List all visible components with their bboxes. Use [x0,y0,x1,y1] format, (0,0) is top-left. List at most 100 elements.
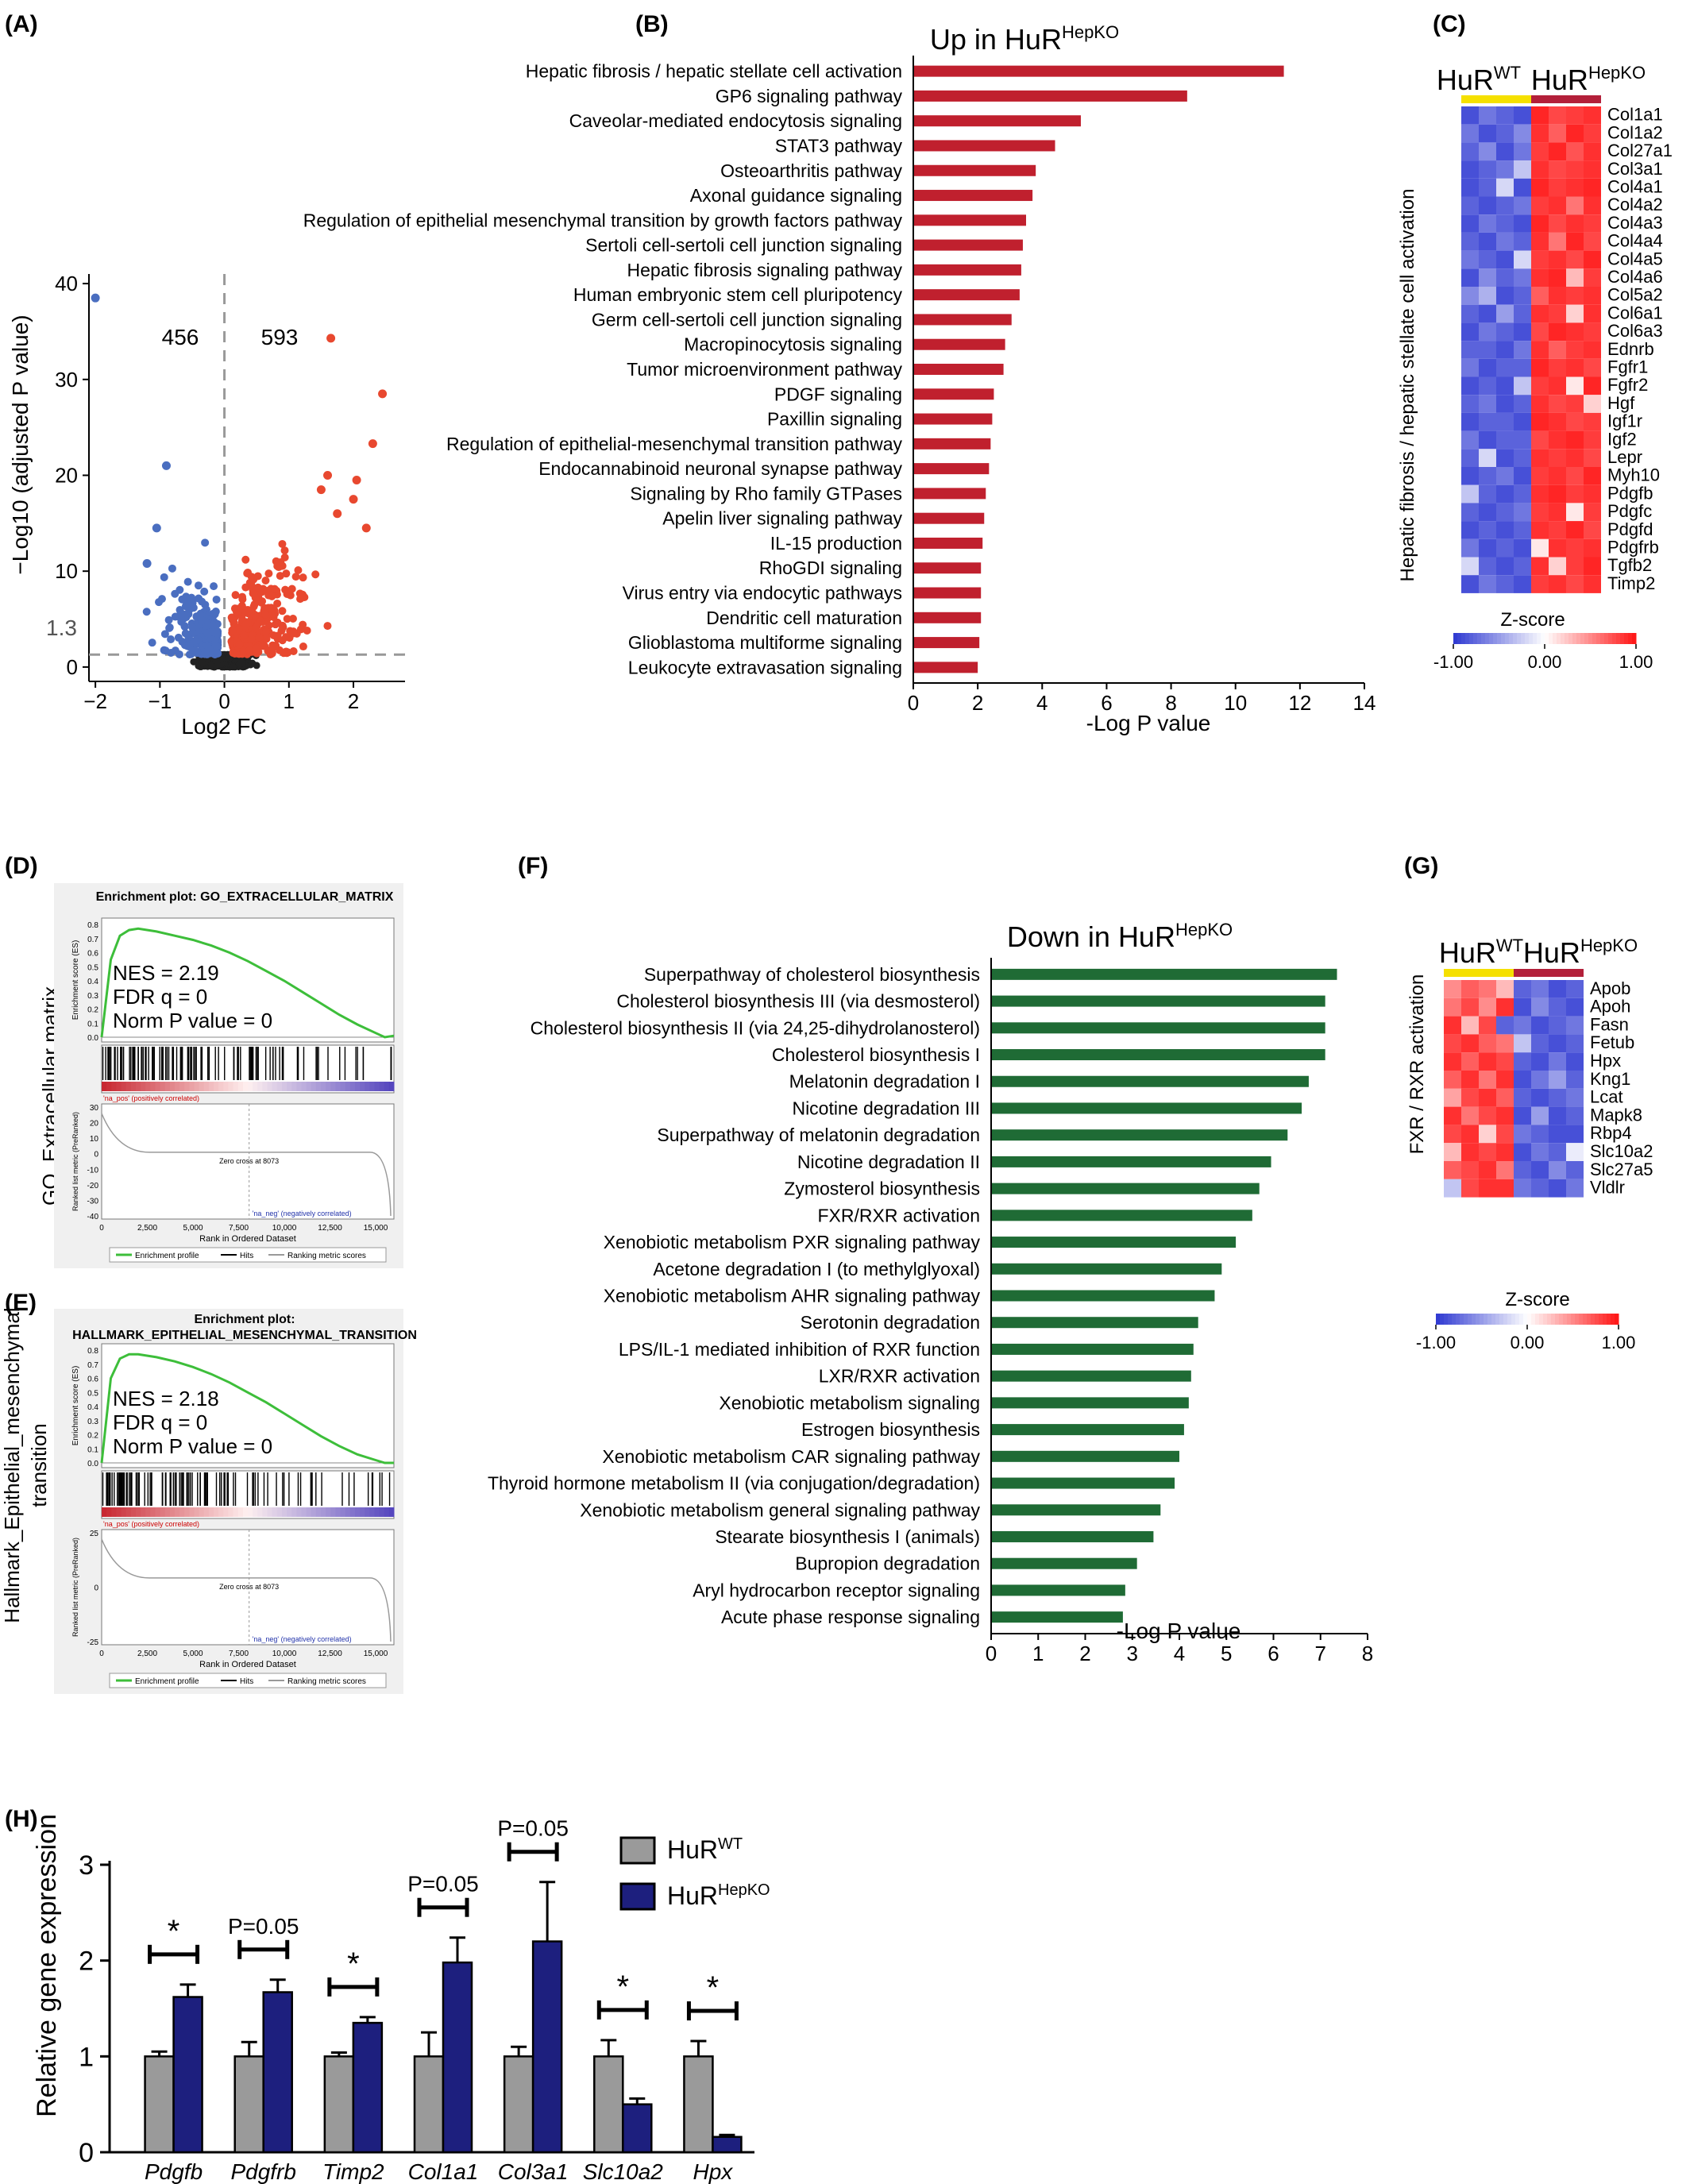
down-chart-bar [991,1075,1309,1087]
gsea-d-rank-gradient [116,1082,122,1091]
up-chart-title: Up in HuRHepKO [930,22,1119,56]
down-chart-bar [991,1263,1222,1275]
heatmap-c-cell [1479,268,1496,287]
up-chart-category-label: Osteoarthritis pathway [720,160,902,181]
heatmap-c-cell [1514,358,1531,377]
gsea-e-stat: FDR q = 0 [113,1410,207,1434]
heatmap-c-cell [1584,521,1601,539]
volcano-count-up: 593 [261,325,299,349]
panel-label-c: (C) [1433,11,1466,37]
down-chart-category-label: Cholesterol biosynthesis I [772,1044,980,1065]
volcano-point-up [333,509,342,519]
gsea-e-rank-gradient [272,1507,278,1517]
up-chart-bar [913,662,978,673]
heatmap-g-legend-swatch [1444,1314,1449,1325]
down-chart-bar [991,1477,1175,1489]
heatmap-c-cell [1514,142,1531,161]
down-chart-category-label: Nicotine degradation III [792,1098,980,1118]
gsea-d-rank-gradient [287,1082,292,1091]
volcano-point-up [249,575,258,584]
heatmap-c-cell [1514,214,1531,233]
gsea-e-rank-gradient [262,1507,268,1517]
heatmap-c-cell [1531,503,1549,522]
volcano-point-up [271,609,280,618]
heatmap-g-cell [1531,1161,1549,1179]
heatmap-c-legend-swatch [1469,633,1474,644]
heatmap-g-cell [1444,1052,1461,1071]
heatmap-c-legend-swatch [1624,633,1629,644]
heatmap-c-cell [1514,250,1531,269]
heatmap-g-cell [1566,1179,1584,1198]
heatmap-c-cell [1566,178,1584,197]
qpcr-y-tick-label: 0 [79,2138,94,2168]
gsea-d-es-tick-label: 0.4 [87,978,98,986]
heatmap-g-cell [1444,1071,1461,1089]
heatmap-c-cell [1584,106,1601,125]
heatmap-c-cell [1531,160,1549,179]
heatmap-c-cell [1496,196,1514,215]
gsea-d-x-tick-label: 5,000 [183,1224,203,1233]
volcano-point-up [287,585,296,593]
gsea-d-rank-gradient [102,1082,107,1091]
gsea-d-rank-gradient [321,1082,326,1091]
gsea-d-rank-y-label: Ranked list metric (PreRanked) [71,1112,79,1211]
heatmap-c-cell [1584,142,1601,161]
heatmap-c-legend-swatch [1501,633,1506,644]
gsea-d-rank-gradient [242,1082,249,1091]
up-chart-x-tick-label: 0 [908,691,919,715]
volcano-y-label: −Log10 (adjusted P value) [8,314,33,574]
heatmap-g-cell [1531,997,1549,1017]
down-chart-bar [991,1370,1191,1382]
down-chart-bar [991,1504,1161,1516]
down-chart-category-label: Acute phase response signaling [721,1607,980,1627]
gsea-e-rank-gradient [340,1507,346,1517]
down-chart-category-label: Xenobiotic metabolism general signaling … [580,1499,980,1520]
up-chart-x-tick-label: 2 [972,691,983,715]
heatmap-c-cell [1496,557,1514,576]
down-chart-category-label: Bupropion degradation [795,1553,980,1574]
heatmap-c-cell [1549,160,1566,179]
heatmap-c-cell [1514,232,1531,251]
heatmap-c-cell [1584,160,1601,179]
heatmap-g-cell [1566,980,1584,998]
heatmap-g-legend-swatch [1591,1314,1595,1325]
gsea-e-x-tick-label: 2,500 [137,1650,157,1658]
heatmap-c-cell [1496,304,1514,323]
volcano-point-down [200,587,209,596]
heatmap-g-gene-label: Apob [1590,978,1630,998]
heatmap-c-cell [1566,322,1584,341]
volcano-y-tick-label: 10 [55,559,78,583]
heatmap-c-legend-swatch [1541,633,1545,644]
volcano-point-up [264,569,273,578]
gsea-e-rank-gradient [315,1507,322,1517]
qpcr-bar-ko [712,2136,743,2154]
heatmap-c-cell [1514,341,1531,359]
gsea-d-rank-gradient [272,1082,278,1091]
down-chart-category-label: Xenobiotic metabolism AHR signaling path… [604,1286,981,1306]
gsea-d-es-tick-label: 0.6 [87,950,98,959]
heatmap-c-cell [1461,341,1479,359]
heatmap-c-cell [1566,268,1584,287]
gsea-e-panel: Enrichment plot: HALLMARK_EPITHELIAL_MESE… [54,1309,417,1694]
down-chart-category-label: Acetone degradation I (to methylglyoxal) [653,1259,980,1279]
gsea-e-rank-gradient [237,1507,244,1517]
up-chart-bar [913,388,994,400]
gsea-e-rank-gradient [199,1507,205,1517]
heatmap-g-legend-swatch [1480,1314,1484,1325]
volcano-point-up [283,615,291,623]
heatmap-c-cell [1514,557,1531,576]
volcano-point-down [210,582,218,591]
heatmap-g-cell [1531,1143,1549,1161]
heatmap-c-legend-swatch [1600,633,1605,644]
gsea-d-rank-gradient [125,1082,132,1091]
down-chart-category-label: Stearate biosynthesis I (animals) [715,1526,980,1547]
gsea-e-ranking-metric [101,1538,392,1642]
gsea-e-es-tick-label: 0.3 [87,1418,98,1426]
heatmap-c-cell [1531,412,1549,431]
gsea-e-rank-gradient [326,1507,331,1517]
qpcr-bar-ko [622,2103,653,2154]
heatmap-c-cell [1584,412,1601,431]
down-chart-x-tick-label: 7 [1315,1642,1326,1665]
heatmap-g-gene-label: Hpx [1590,1051,1621,1071]
heatmap-c-cell [1566,449,1584,467]
